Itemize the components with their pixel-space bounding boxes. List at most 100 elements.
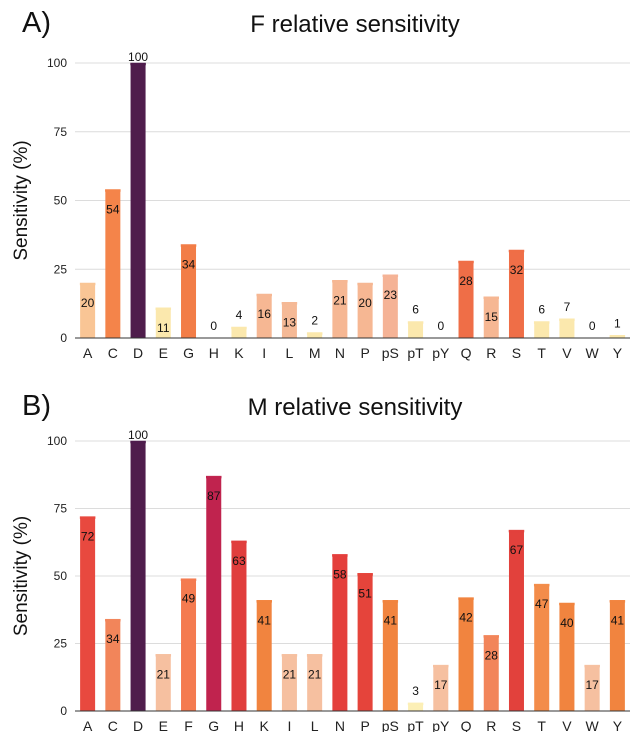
bar-cap: [533, 321, 550, 324]
data-label: 20: [358, 296, 372, 310]
data-label: 13: [283, 315, 297, 329]
data-label: 47: [535, 597, 549, 611]
bar-cap: [407, 321, 424, 324]
x-tick-label: pT: [407, 718, 424, 732]
chart-panel-a: A) F relative sensitivity0255075100Sensit…: [11, 7, 630, 361]
bar-cap: [79, 282, 96, 286]
bar-cap: [155, 654, 172, 657]
x-tick-label: R: [486, 345, 496, 361]
x-tick-label: E: [159, 718, 168, 732]
bar-cap: [458, 260, 474, 264]
data-label: 21: [157, 667, 171, 681]
data-label: 72: [81, 530, 95, 544]
x-tick-label: pY: [432, 345, 450, 361]
bar-cap: [306, 654, 323, 657]
bar: [332, 554, 348, 711]
bar-cap: [332, 280, 348, 283]
data-label: 34: [106, 632, 120, 646]
x-tick-label: H: [234, 718, 244, 732]
data-label: 23: [384, 288, 398, 302]
bar-cap: [306, 332, 323, 335]
x-tick-label: L: [311, 718, 319, 732]
x-tick-label: S: [512, 345, 521, 361]
bar-cap: [407, 702, 424, 706]
data-label: 28: [485, 648, 499, 662]
x-tick-label: pS: [382, 718, 399, 732]
bar: [408, 702, 424, 711]
y-tick-label: 100: [47, 56, 67, 70]
x-tick-label: pT: [407, 345, 424, 361]
x-tick-label: W: [586, 718, 600, 732]
bar: [281, 302, 297, 338]
bar-cap: [105, 189, 121, 192]
x-tick-label: C: [108, 345, 118, 361]
data-label: 11: [157, 321, 170, 335]
y-tick-label: 100: [47, 434, 67, 448]
x-tick-label: R: [486, 718, 496, 732]
bar: [508, 530, 524, 711]
x-tick-label: N: [335, 718, 345, 732]
x-tick-label: Q: [461, 718, 472, 732]
x-tick-label: D: [133, 718, 143, 732]
bar: [382, 274, 398, 338]
data-label: 2: [311, 314, 318, 328]
bar-cap: [433, 664, 449, 668]
data-label: 0: [437, 319, 444, 333]
x-tick-label: P: [360, 718, 369, 732]
bar: [256, 294, 272, 338]
bar: [155, 307, 171, 338]
bar: [307, 654, 323, 711]
x-tick-label: A: [83, 345, 93, 361]
bar: [130, 441, 146, 711]
bar-cap: [609, 600, 626, 603]
bar-cap: [609, 335, 626, 338]
y-tick-label: 25: [54, 637, 68, 651]
x-tick-label: W: [586, 345, 600, 361]
y-tick-label: 0: [60, 331, 67, 345]
x-tick-label: N: [335, 345, 345, 361]
bar: [206, 476, 222, 711]
x-tick-label: P: [360, 345, 369, 361]
x-tick-label: F: [184, 718, 193, 732]
data-label: 21: [308, 667, 322, 681]
bar-cap: [180, 578, 197, 581]
data-label: 0: [210, 319, 217, 333]
y-axis-label: Sensitivity (%): [11, 516, 32, 636]
bar: [433, 665, 449, 711]
y-tick-label: 75: [54, 125, 68, 139]
x-tick-label: G: [183, 345, 194, 361]
data-label: 100: [128, 50, 148, 64]
y-tick-label: 0: [60, 704, 67, 718]
data-label: 41: [611, 613, 625, 627]
panel-label: A): [22, 7, 51, 39]
x-tick-label: K: [260, 718, 270, 732]
bar-cap: [105, 618, 121, 622]
bar: [458, 261, 474, 338]
data-label: 32: [510, 263, 524, 277]
y-tick-label: 50: [54, 194, 68, 208]
x-tick-label: pS: [382, 345, 399, 361]
x-tick-label: T: [537, 345, 546, 361]
bar: [80, 516, 96, 711]
bar-cap: [231, 540, 247, 544]
data-label: 17: [434, 678, 448, 692]
x-tick-label: I: [262, 345, 266, 361]
bar-cap: [231, 326, 247, 330]
bar: [307, 332, 323, 338]
data-label: 34: [182, 258, 196, 272]
data-label: 16: [258, 307, 272, 321]
bar-cap: [382, 274, 399, 277]
data-label: 100: [128, 428, 148, 442]
bar: [508, 250, 524, 338]
x-tick-label: E: [159, 345, 168, 361]
bar-cap: [483, 296, 499, 299]
bar: [382, 600, 398, 711]
data-label: 15: [485, 310, 499, 324]
data-label: 6: [538, 303, 545, 317]
bar-cap: [130, 440, 146, 444]
x-tick-label: V: [562, 718, 572, 732]
x-tick-label: C: [108, 718, 118, 732]
data-label: 41: [384, 613, 398, 627]
bar: [483, 296, 499, 338]
data-label: 40: [560, 616, 574, 630]
